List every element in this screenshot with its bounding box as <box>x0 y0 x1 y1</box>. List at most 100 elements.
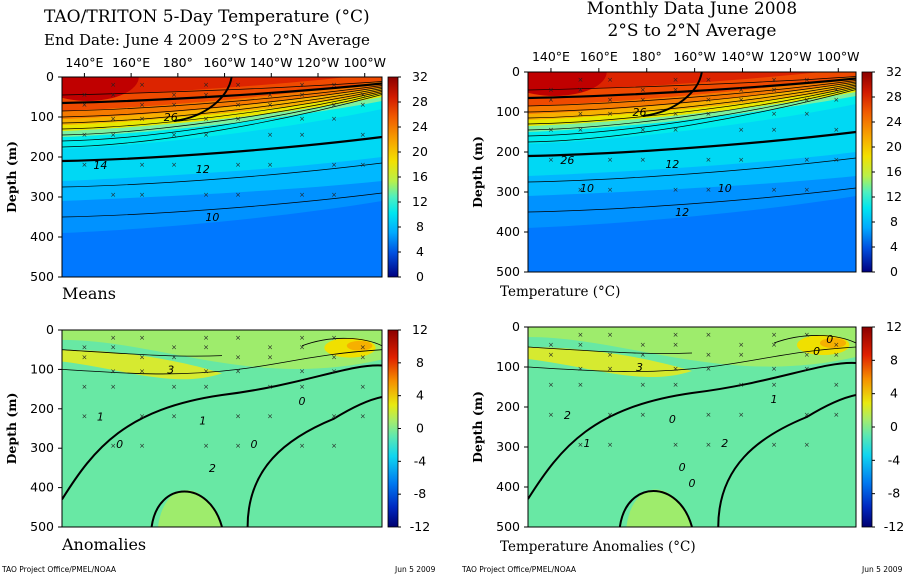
obs-marker: × <box>607 351 613 359</box>
obs-marker: × <box>640 86 646 94</box>
obs-marker: × <box>235 334 241 342</box>
obs-marker: × <box>360 91 366 99</box>
obs-marker: × <box>804 96 810 104</box>
contour-line <box>62 364 382 500</box>
contour-line <box>642 72 703 117</box>
x-tick-label: 160°E <box>580 49 618 64</box>
obs-marker: × <box>705 156 711 164</box>
obs-marker: × <box>578 331 584 339</box>
colorbar-tick-label: 20 <box>886 139 902 154</box>
obs-marker: × <box>738 411 744 419</box>
y-tick-label: 300 <box>30 440 54 455</box>
plot-frame <box>61 76 383 278</box>
obs-marker: × <box>833 411 839 419</box>
obs-marker: × <box>171 344 177 352</box>
obs-marker: × <box>640 351 646 359</box>
colorbar-tick-label: 12 <box>412 194 428 209</box>
colorbar-tick-label: 12 <box>886 189 902 204</box>
plot-area-left-means: × × × × × × × × × × × × × × × × × × × × × × × × × × × × × × × × × × × × × × × ×… <box>62 77 382 277</box>
y-axis-label: Depth (m) <box>4 141 19 213</box>
colorbar-tick-label: -8 <box>888 486 901 501</box>
obs-marker: × <box>203 191 209 199</box>
obs-marker: × <box>360 101 366 109</box>
obs-marker: × <box>804 351 810 359</box>
obs-marker: × <box>235 81 241 89</box>
obs-marker: × <box>267 413 273 421</box>
obs-marker: × <box>804 156 810 164</box>
y-tick-label: 400 <box>30 480 54 495</box>
x-tick-label: 180° <box>632 49 662 64</box>
right-means-label: Temperature (°C) <box>500 284 620 300</box>
left-footer-date: Jun 5 2009 <box>394 565 436 574</box>
y-tick-label: 500 <box>30 519 54 534</box>
obs-marker: × <box>640 381 646 389</box>
contour-label: 1 <box>771 393 778 406</box>
colorbar-tick-label: -8 <box>414 486 427 501</box>
obs-marker: × <box>299 334 305 342</box>
obs-marker: × <box>673 331 679 339</box>
obs-marker: × <box>171 161 177 169</box>
obs-marker: × <box>267 101 273 109</box>
plot-area-right-means: × × × × × × × × × × × × × × × × × × × × × × × × × × × × × × × × × × × × × × × ×… <box>528 72 856 272</box>
colorbar-tick-label: 0 <box>890 264 898 279</box>
contour-line <box>528 83 856 119</box>
obs-marker: × <box>331 334 337 342</box>
colorbar-tick-label: 8 <box>890 214 898 229</box>
x-tick-label: 140°W <box>250 55 292 70</box>
obs-marker: × <box>804 365 810 373</box>
obs-marker: × <box>203 383 209 391</box>
obs-marker: × <box>299 442 305 450</box>
plot-frame <box>527 71 857 273</box>
colorbar-tick-label: 4 <box>416 388 424 403</box>
obs-marker: × <box>640 411 646 419</box>
contour-label: 10 <box>205 211 219 224</box>
y-tick-label: 200 <box>496 399 520 414</box>
contour-line <box>528 157 856 183</box>
colorbar-tick-label: 0 <box>416 269 424 284</box>
obs-marker: × <box>331 367 337 375</box>
contour-line <box>717 394 856 527</box>
plot-frame <box>61 329 383 528</box>
colorbar-tick-label: 4 <box>890 386 898 401</box>
colorbar-tick-label: 24 <box>412 119 428 134</box>
obs-marker: × <box>607 110 613 118</box>
obs-marker: × <box>139 367 145 375</box>
plot-frame <box>527 326 857 528</box>
plot-area-left-anomalies: × × × × × × × × × × × × × × × × × × × × × × × × × × × × × × × × × × × × × × × ×… <box>62 330 382 527</box>
obs-marker: × <box>578 76 584 84</box>
contour-line <box>301 337 382 347</box>
obs-marker: × <box>331 413 337 421</box>
contour-line <box>528 86 856 131</box>
obs-marker: × <box>640 156 646 164</box>
contour-label: 10 <box>580 182 594 195</box>
obs-marker: × <box>203 115 209 123</box>
x-tick-label: 120°W <box>769 49 811 64</box>
obs-marker: × <box>360 383 366 391</box>
obs-marker: × <box>139 101 145 109</box>
obs-marker: × <box>673 110 679 118</box>
colorbar-tick-label: 28 <box>412 94 428 109</box>
obs-marker: × <box>81 383 87 391</box>
obs-marker: × <box>110 191 116 199</box>
colorbar-tick-label: -12 <box>410 519 430 534</box>
contour-line <box>528 187 856 213</box>
obs-marker: × <box>705 96 711 104</box>
contour-line <box>528 89 856 143</box>
obs-marker: × <box>607 76 613 84</box>
obs-marker: × <box>360 131 366 139</box>
plot-area-right-anomalies: × × × × × × × × × × × × × × × × × × × × × × × × × × × × × × × × × × × × × × × ×… <box>528 327 856 527</box>
obs-marker: × <box>705 411 711 419</box>
x-tick-label: 120°W <box>297 55 339 70</box>
warm-pool <box>62 77 139 101</box>
colorbar-tick-label: 32 <box>412 69 428 84</box>
contour-line <box>528 346 693 354</box>
contour-label: 12 <box>665 158 679 171</box>
contour-line <box>528 81 856 113</box>
y-axis-label: Depth (m) <box>4 393 19 465</box>
contour-line <box>246 396 382 527</box>
obs-marker: × <box>833 156 839 164</box>
obs-marker: × <box>578 381 584 389</box>
obs-marker: × <box>139 442 145 450</box>
obs-marker: × <box>360 413 366 421</box>
x-tick-label: 160°E <box>112 55 150 70</box>
